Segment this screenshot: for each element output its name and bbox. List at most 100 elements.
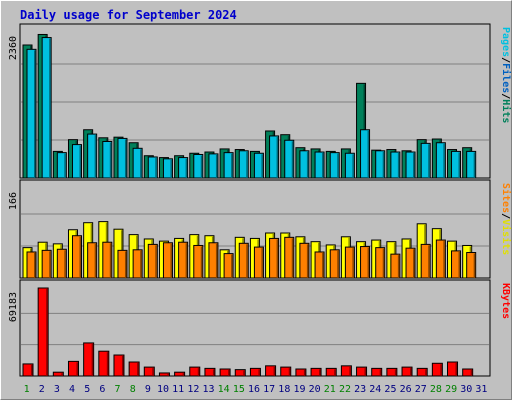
bar-files-day-7-shade <box>124 139 127 178</box>
bar-files-day-28 <box>435 142 446 179</box>
bar-files-day-20-shade <box>322 153 324 178</box>
bar-files-day-15-shade <box>246 151 248 178</box>
bar-kbytes-day-22 <box>340 365 352 377</box>
bar-files-day-18-shade <box>291 141 294 178</box>
bar-files-day-25 <box>390 151 401 179</box>
bar-sites-day-1 <box>26 251 37 279</box>
x-tick-label-3: 3 <box>54 384 60 395</box>
bar-sites-day-18-shade <box>291 238 294 278</box>
legend-hits: Hits <box>500 99 512 123</box>
bar-files-day-22 <box>344 152 355 179</box>
bar-sites-day-25-shade <box>397 255 400 278</box>
bar-kbytes-day-23 <box>356 366 368 377</box>
x-tick-label-15: 15 <box>233 384 245 395</box>
bar-files-day-5 <box>87 133 98 179</box>
bar-kbytes-day-3 <box>52 371 64 377</box>
x-tick-label-25: 25 <box>384 384 396 395</box>
bar-files-day-8-shade <box>140 149 142 178</box>
bar-files-day-7 <box>117 137 128 179</box>
x-tick-label-8: 8 <box>130 384 136 395</box>
bar-files-day-23 <box>360 129 371 179</box>
bar-sites-day-22-shade <box>352 248 354 278</box>
x-tick-label-4: 4 <box>69 384 75 395</box>
bar-sites-day-24 <box>375 247 386 279</box>
series-legend-kbytes: KBytes <box>500 283 511 319</box>
x-tick-label-29: 29 <box>445 384 457 395</box>
legend-pages: Pages <box>500 27 511 57</box>
bar-kbytes-day-14 <box>219 368 231 377</box>
bar-files-day-12 <box>193 153 204 179</box>
bar-files-day-6-shade <box>109 142 112 178</box>
bar-kbytes-day-19 <box>295 368 307 377</box>
x-tick-label-26: 26 <box>400 384 412 395</box>
bar-sites-day-8-shade <box>140 250 142 278</box>
bar-sites-day-19 <box>299 242 310 279</box>
bar-files-day-15 <box>238 150 249 179</box>
bar-sites-day-20-shade <box>322 252 324 278</box>
bar-kbytes-day-3-shade <box>61 373 63 376</box>
bar-files-day-24 <box>375 150 386 179</box>
bar-sites-day-16-shade <box>261 248 263 278</box>
bar-kbytes-day-12 <box>189 366 201 377</box>
bar-sites-day-12-shade <box>200 246 203 278</box>
bar-files-day-12-shade <box>200 155 203 178</box>
bar-sites-day-6 <box>102 241 113 279</box>
bar-files-day-21 <box>329 152 340 179</box>
bar-files-day-21-shade <box>337 153 339 178</box>
bar-kbytes-day-29 <box>447 361 459 377</box>
bar-kbytes-day-17-shade <box>273 366 276 376</box>
chart-title: Daily usage for September 2024 <box>20 8 237 22</box>
bar-kbytes-day-8-shade <box>137 363 139 376</box>
bar-kbytes-day-18 <box>280 366 292 377</box>
bar-kbytes-day-16 <box>249 367 261 377</box>
x-tick-label-14: 14 <box>218 384 230 395</box>
bar-kbytes-day-24-shade <box>379 369 382 376</box>
x-tick-label-1: 1 <box>24 384 30 395</box>
bar-kbytes-day-8 <box>128 361 140 377</box>
bar-files-day-17-shade <box>276 136 279 178</box>
bar-files-day-11 <box>178 157 189 179</box>
legend-separator: / <box>500 93 511 99</box>
series-legend-hits-files-pages: Pages/Files/Hits <box>500 27 512 123</box>
bar-sites-day-14 <box>223 253 234 279</box>
bar-files-day-13 <box>208 153 219 179</box>
bar-kbytes-day-16-shade <box>258 369 260 376</box>
bar-files-day-16-shade <box>261 154 263 178</box>
bar-sites-day-26 <box>405 247 416 279</box>
bar-kbytes-day-5-shade <box>91 343 94 376</box>
bar-kbytes-day-25 <box>386 367 398 377</box>
bar-files-day-27-shade <box>428 144 430 178</box>
bar-files-day-2 <box>41 37 52 179</box>
bar-sites-day-28-shade <box>443 241 445 278</box>
bar-files-day-10-shade <box>170 159 172 178</box>
bar-kbytes-day-25-shade <box>394 369 397 376</box>
bar-kbytes-day-10-shade <box>167 373 169 376</box>
bar-files-day-8 <box>132 147 143 179</box>
bar-kbytes-day-9-shade <box>152 368 154 376</box>
bar-files-day-26 <box>405 151 416 179</box>
bar-sites-day-23-shade <box>367 247 370 278</box>
bar-files-day-26-shade <box>413 153 415 178</box>
bar-sites-day-19-shade <box>306 244 309 278</box>
bar-kbytes-day-15-shade <box>243 370 245 376</box>
series-legend-visits-sites: Sites/Visits <box>500 183 512 255</box>
bar-sites-day-15-shade <box>246 244 248 278</box>
x-tick-label-5: 5 <box>84 384 90 395</box>
bar-kbytes-day-2-shade <box>46 289 48 376</box>
bar-files-day-27 <box>420 142 431 179</box>
bar-sites-day-4 <box>71 235 82 279</box>
y-max-label: 2360 <box>8 36 19 60</box>
bar-sites-day-29-shade <box>458 251 461 278</box>
bar-kbytes-day-7 <box>113 354 125 377</box>
bar-sites-day-10 <box>162 242 173 279</box>
bar-kbytes-day-11 <box>174 371 186 377</box>
bar-files-day-9-shade <box>155 157 157 178</box>
bar-kbytes-day-6-shade <box>106 352 109 376</box>
x-tick-label-11: 11 <box>172 384 184 395</box>
bar-sites-day-24-shade <box>382 248 385 278</box>
bar-kbytes-day-29-shade <box>455 363 458 376</box>
bar-kbytes-day-6 <box>98 350 110 377</box>
x-tick-label-16: 16 <box>248 384 260 395</box>
legend-separator: / <box>500 57 511 63</box>
bar-files-day-20 <box>314 151 325 179</box>
